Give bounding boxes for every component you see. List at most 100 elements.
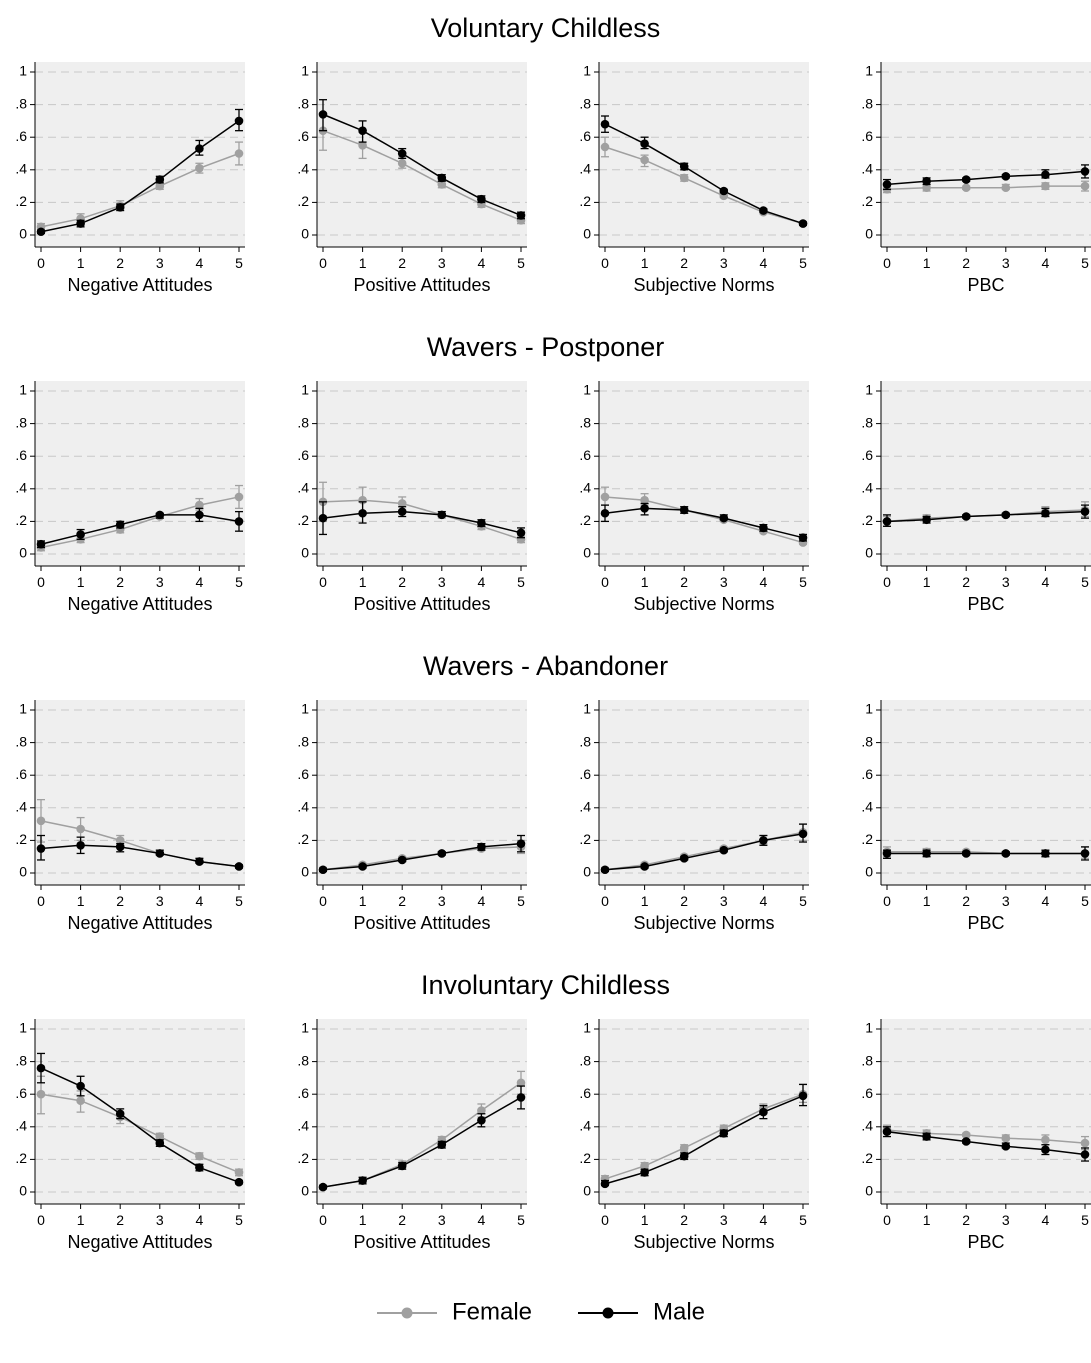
series-line-male [886,510,1086,523]
x-tick-label: 5 [235,255,243,271]
y-tick-label: .2 [861,193,873,209]
x-tick-label: 5 [235,1212,243,1228]
y-tick-label: 0 [583,864,591,880]
data-point-male [1001,1142,1011,1151]
data-point-male [36,539,46,549]
data-point-male [679,1151,689,1161]
x-tick-label: 2 [680,574,688,590]
x-tick-label: 4 [478,255,486,271]
series-line-male [322,510,522,534]
y-tick-label: .6 [861,447,873,463]
data-point-male [961,849,971,858]
series-line-female [886,185,1085,191]
y-tick-label: .8 [15,414,27,430]
x-axis-label: Positive Attitudes [353,913,490,933]
data-point-female [1041,181,1050,191]
x-tick-label: 1 [359,1212,367,1228]
data-point-male [1080,849,1090,858]
y-tick-label: .2 [861,1150,873,1166]
data-point-female [679,173,689,183]
plot-background [35,62,245,247]
x-tick-label: 2 [116,1212,124,1228]
y-tick-label: 0 [865,545,873,561]
y-tick-label: .8 [861,95,873,111]
y-tick-label: .4 [15,161,27,177]
y-tick-label: .6 [297,128,309,144]
y-tick-label: .8 [297,95,309,111]
data-point-male [640,862,649,871]
series-male [36,108,244,237]
data-point-male [679,854,689,863]
y-tick-label: .6 [15,766,27,782]
x-tick-label: 5 [1081,255,1089,271]
y-tick-label: .8 [861,414,873,430]
data-point-male [358,1176,367,1185]
y-tick-label: .6 [15,128,27,144]
series-male [36,507,244,549]
data-point-male [437,173,447,183]
row-title: Wavers - Abandoner [423,651,668,681]
plot-background [599,381,809,566]
data-point-male [195,510,204,520]
data-point-male [234,517,244,526]
chart-panel-9: 0 .2 .4 .6 .8 1 0 1 2 3 4 5 Negative Attitudes [15,700,245,933]
y-tick-label: .2 [15,193,27,209]
y-tick-label: .8 [297,733,309,749]
x-axis-label: Negative Attitudes [67,913,212,933]
x-axis-label: Subjective Norms [633,1232,774,1252]
data-point-male [600,865,610,875]
plot-background [599,1019,809,1204]
x-tick-label: 4 [760,893,768,909]
row-title: Involuntary Childless [421,970,670,1000]
y-tick-label: 0 [301,864,309,880]
data-point-male [798,533,808,542]
data-point-male [155,1138,165,1148]
series-line-female [40,152,240,228]
data-point-female [76,824,85,834]
y-tick-label: 1 [301,701,309,717]
x-tick-label: 4 [478,893,486,909]
data-point-male [600,508,610,518]
chart-panel-16: 0 .2 .4 .6 .8 1 0 1 2 3 4 5 PBC [861,1019,1091,1252]
data-point-male [1001,510,1011,520]
data-point-male [759,836,768,845]
x-axis-label: Negative Attitudes [67,594,212,614]
data-point-female [195,1151,204,1161]
x-tick-label: 5 [517,1212,525,1228]
x-tick-label: 0 [37,255,45,271]
x-tick-label: 3 [1002,574,1010,590]
y-tick-label: 0 [583,545,591,561]
y-tick-label: .2 [861,831,873,847]
y-tick-label: .4 [297,480,309,496]
x-axis-label: Subjective Norms [633,275,774,295]
series-male [882,846,1090,861]
y-tick-label: 0 [19,1183,27,1199]
y-tick-label: .2 [297,1150,309,1166]
series-line-male [322,1096,522,1188]
x-tick-label: 1 [77,574,85,590]
series-line-female [604,1093,804,1180]
x-tick-label: 3 [720,1212,728,1228]
y-tick-label: .8 [861,1052,873,1068]
x-tick-label: 5 [517,574,525,590]
data-point-female [36,1089,46,1099]
plot-background [317,381,527,566]
x-tick-label: 4 [1042,1212,1050,1228]
y-tick-label: .2 [861,512,873,528]
plot-background [317,62,527,247]
series-line-male [604,833,804,871]
data-point-female [76,1096,85,1106]
x-tick-label: 1 [359,893,367,909]
chart-panel-13: 0 .2 .4 .6 .8 1 0 1 2 3 4 5 Negative Attitudes [15,1019,245,1252]
chart-panel-12: 0 .2 .4 .6 .8 1 0 1 2 3 4 5 PBC [861,700,1091,933]
y-tick-label: .2 [15,831,27,847]
data-point-female [640,495,649,505]
y-tick-label: .2 [579,193,591,209]
y-tick-label: .6 [861,1085,873,1101]
y-tick-label: .4 [297,161,309,177]
series-line-male [886,170,1086,186]
data-point-male [155,175,165,184]
x-tick-label: 0 [883,574,891,590]
series-line-female [604,146,804,225]
y-tick-label: .2 [579,1150,591,1166]
